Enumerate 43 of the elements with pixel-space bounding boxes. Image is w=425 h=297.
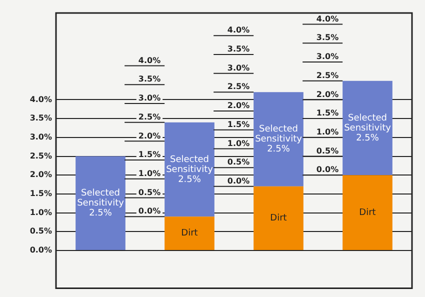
y-tick-label: 0.0%: [30, 246, 52, 255]
text: 0.5%: [138, 188, 161, 197]
y-tick-label: 2.0%: [30, 170, 52, 180]
text: 4.0%: [316, 14, 339, 24]
text: 1.0%: [227, 138, 250, 148]
y-tick-label: 4.0%: [30, 94, 52, 104]
y-tick-label: 1.5%: [30, 189, 52, 198]
text: 3.0%: [138, 94, 161, 103]
text: 1.0%: [316, 127, 339, 136]
text: 0.5%: [316, 146, 339, 156]
text: 0.5%: [227, 158, 250, 167]
series-label: Selected Sensitivity 2.5%: [166, 154, 214, 185]
y-tick-label: 2.5%: [30, 151, 52, 160]
y-tick-label: 1.0%: [30, 208, 52, 217]
text: 3.5%: [227, 44, 250, 54]
text: 4.0%: [227, 26, 250, 35]
text: 1.5%: [316, 108, 339, 118]
text: 2.5%: [316, 70, 339, 80]
y-tick-label: 3.0%: [30, 132, 52, 142]
text: 0.0%: [316, 165, 339, 174]
text: 1.5%: [227, 120, 250, 129]
text: 4.0%: [138, 56, 161, 65]
text: 2.5%: [227, 82, 250, 92]
text: Dirt: [270, 214, 287, 224]
text: Selected Sensitivity 2.5%: [344, 113, 391, 144]
text: 3.0%: [316, 52, 339, 62]
text: Selected Sensitivity 2.5%: [255, 124, 302, 155]
text: Dirt: [359, 208, 376, 218]
text: 3.0%: [227, 63, 250, 72]
series-label: Dirt: [181, 228, 198, 239]
text: 3.5%: [316, 33, 339, 42]
text: 2.5%: [138, 112, 161, 122]
text: 2.0%: [227, 101, 250, 110]
y-tick-label: 0.5%: [30, 226, 52, 236]
text: 1.5%: [138, 150, 161, 160]
y-tick-label: 3.5%: [30, 114, 52, 123]
text: 0.0%: [138, 206, 161, 216]
text: 2.0%: [316, 90, 339, 99]
text: Selected Sensitivity 2.5%: [77, 188, 124, 218]
text: 1.0%: [138, 168, 161, 178]
text: 0.0%: [227, 176, 250, 186]
text: 2.0%: [138, 131, 161, 140]
text: 3.5%: [138, 74, 161, 84]
